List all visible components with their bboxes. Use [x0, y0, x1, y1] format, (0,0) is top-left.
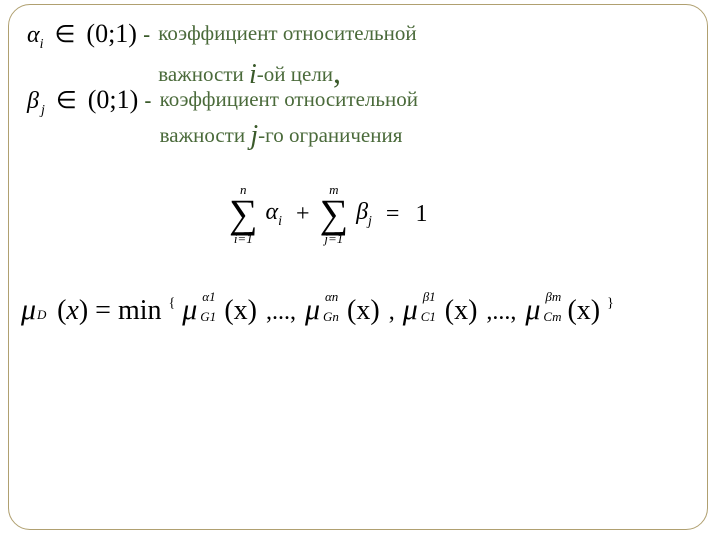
- bullet-1: -: [143, 22, 150, 48]
- definition-row-beta: βj ∈ (0;1) - коэффициент относительной в…: [27, 85, 418, 154]
- alpha-element-of: ∈: [55, 22, 76, 48]
- mu-term-2: μ αn Gn (x): [305, 293, 380, 327]
- dots-2: ,...,: [486, 299, 516, 325]
- sum1-term: αi: [266, 199, 283, 230]
- beta-subscript: j: [41, 103, 45, 118]
- sum2-term-sym: β: [356, 199, 368, 225]
- beta-description: коэффициент относительной важности j-го …: [160, 85, 418, 154]
- summation-equation: n ∑ i=1 αi + m ∑ j=1 βj = 1: [229, 183, 519, 263]
- mu2-mu: μ: [305, 293, 320, 326]
- alpha-symbol: α: [27, 22, 40, 48]
- bullet-2: -: [144, 88, 151, 114]
- sum2-term-sub: j: [368, 213, 372, 228]
- sum1-term-sym: α: [266, 199, 279, 225]
- mu-d-arg: (x): [57, 295, 88, 326]
- mu1-mu: μ: [182, 293, 197, 326]
- mu1-arg: (x): [224, 295, 257, 326]
- beta-interval: (0;1): [88, 85, 139, 114]
- sum-block-1: n ∑ i=1: [229, 183, 258, 245]
- min-equation: μ D (x) = min { μ α1 G1 (x) ,..., μ αn G…: [21, 293, 614, 327]
- alpha-desc-line1: коэффициент относительной: [158, 21, 416, 45]
- beta-element-of: ∈: [56, 88, 77, 114]
- comma-1: ,: [389, 299, 401, 325]
- sum1-term-sub: i: [278, 213, 282, 228]
- definition-row-alpha: αi ∈ (0;1) - коэффициент относительной в…: [27, 19, 417, 93]
- brace-open: {: [169, 296, 176, 311]
- sum-rhs: 1: [415, 201, 427, 228]
- alpha-interval: (0;1): [86, 19, 137, 48]
- beta-desc-var: j: [250, 120, 258, 151]
- min-eq-equals: =: [95, 295, 118, 326]
- alpha-description: коэффициент относительной важности i-ой …: [158, 19, 416, 93]
- beta-desc-pre: важности: [160, 123, 251, 147]
- mu-d-arg-close: ): [79, 295, 88, 326]
- mu1-sub: G1: [200, 309, 216, 325]
- alpha-subscript: i: [40, 37, 44, 52]
- alpha-expression: αi ∈ (0;1): [27, 19, 137, 53]
- mu3-mu: μ: [403, 293, 418, 326]
- sum-block-2: m ∑ j=1: [320, 183, 349, 245]
- sum-equals: =: [386, 201, 400, 228]
- mu-d-arg-x: x: [66, 295, 78, 326]
- alpha-desc-pre: важности: [158, 62, 249, 86]
- beta-symbol: β: [27, 88, 39, 114]
- mu3-sub: C1: [421, 309, 436, 325]
- mu-d-mu: μ: [21, 293, 36, 326]
- beta-desc-post: -го ограничения: [258, 123, 402, 147]
- mu-term-4: μ βm Cm (x): [525, 293, 600, 327]
- beta-expression: βj ∈ (0;1): [27, 85, 138, 119]
- sum-plus: +: [296, 201, 310, 228]
- mu3-sup: β1: [423, 289, 436, 305]
- dots-1: ,...,: [266, 299, 296, 325]
- mu4-sub: Cm: [543, 309, 561, 325]
- mu-d-term: μ D (x): [21, 293, 88, 327]
- sum1-sigma: ∑: [229, 196, 258, 232]
- alpha-desc-post: -ой цели: [257, 62, 333, 86]
- mu-d-arg-open: (: [57, 295, 66, 326]
- mu4-sup: βm: [545, 289, 561, 305]
- mu2-sup: αn: [325, 289, 338, 305]
- mu3-arg: (x): [445, 295, 478, 326]
- mu4-arg: (x): [567, 295, 600, 326]
- beta-desc-line1: коэффициент относительной: [160, 87, 418, 111]
- mu-term-3: μ β1 C1 (x): [403, 293, 478, 327]
- mu2-sub: Gn: [323, 309, 339, 325]
- mu1-sup: α1: [202, 289, 215, 305]
- content-frame: αi ∈ (0;1) - коэффициент относительной в…: [8, 4, 708, 530]
- sum2-sigma: ∑: [320, 196, 349, 232]
- mu-d-sub: D: [37, 307, 46, 323]
- mu2-arg: (x): [347, 295, 380, 326]
- mu-term-1: μ α1 G1 (x): [182, 293, 257, 327]
- sum2-term: βj: [356, 199, 372, 230]
- min-word: min: [118, 295, 162, 326]
- brace-close: }: [607, 296, 614, 311]
- mu4-mu: μ: [525, 293, 540, 326]
